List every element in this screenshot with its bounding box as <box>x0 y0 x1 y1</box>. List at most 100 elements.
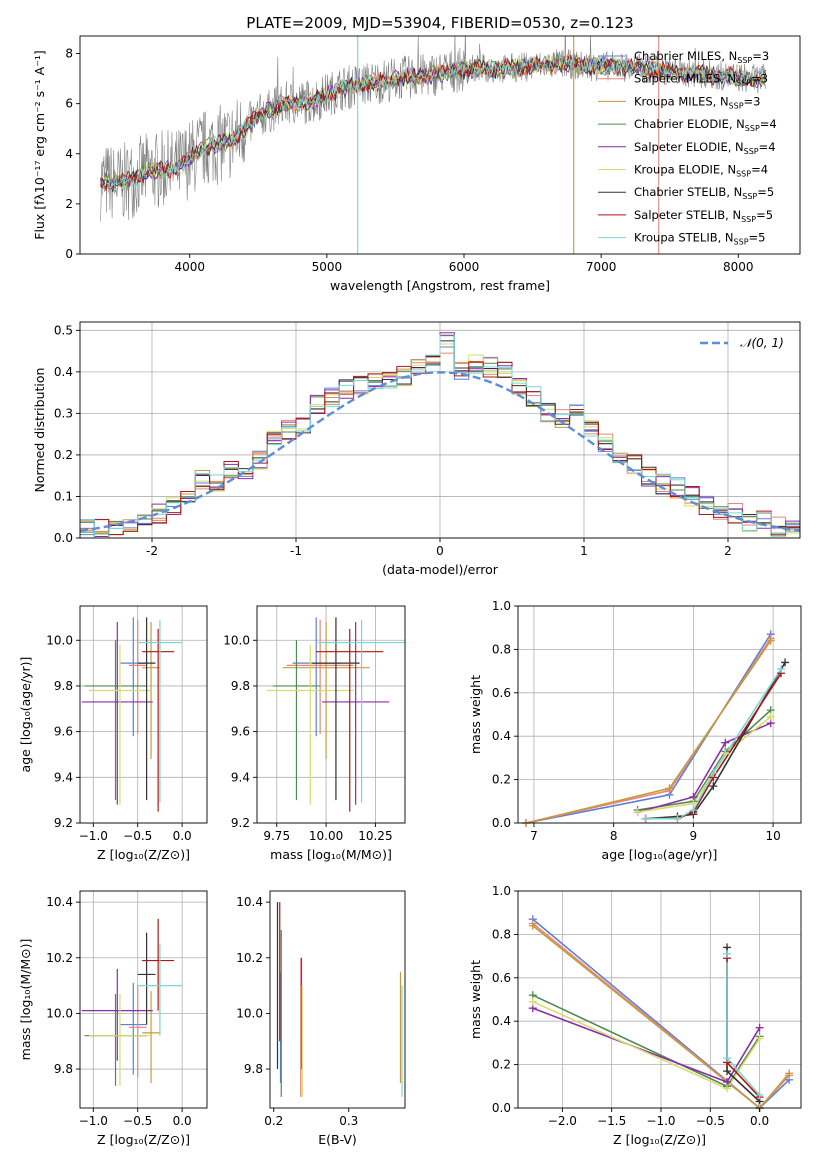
plot-area <box>276 902 403 1097</box>
legend-label-text: Kroupa MILES, N <box>634 94 729 108</box>
legend-label-text: Salpeter STELIB, N <box>634 208 741 222</box>
y-tick-label: 9.4 <box>231 770 250 784</box>
y-axis-label: mass weight <box>468 675 483 754</box>
axes-frame <box>256 605 406 824</box>
legend-label: Salpeter STELIB, NSSP=5 <box>634 208 773 224</box>
x-tick-label: −0.5 <box>123 1114 152 1128</box>
y-axis-label: mass [log₁₀(M/M⊙)] <box>18 939 33 1061</box>
y-tick-label: 10.2 <box>46 951 73 965</box>
y-tick-label: 0.8 <box>492 927 511 941</box>
y-tick-label: 10.4 <box>236 895 263 909</box>
y-tick-label: 9.8 <box>231 679 250 693</box>
x-tick-label: −1.5 <box>597 1114 626 1128</box>
data-point-marker <box>781 658 790 667</box>
gaussian-reference-curve <box>80 371 800 532</box>
age-vs-mass-panel: 9.75 10.00 10.25 9.2 9.4 9.6 9.8 10.0 mass [log₁… <box>223 605 406 862</box>
legend-label-tail: =5 <box>749 231 766 245</box>
y-tick-label: 0.4 <box>492 729 511 743</box>
mass-vs-metallicity-panel: −1.0 −0.5 0.0 9.8 10.0 10.2 10.4 Z [log₁₀(Z/Z⊙)… <box>18 890 208 1147</box>
y-axis-label: Flux [fλ10⁻¹⁷ erg cm⁻² s⁻¹ A⁻¹] <box>32 50 47 239</box>
x-axis-label: Z [log₁₀(Z/Z⊙)] <box>613 1132 706 1147</box>
data-point-marker <box>723 949 732 958</box>
y-tick-label: 1.0 <box>492 884 511 898</box>
series-line <box>532 922 790 1108</box>
x-tick-label: 0.0 <box>173 829 192 843</box>
legend-label-tail: =3 <box>744 94 761 108</box>
y-axis-label: Normed distribution <box>32 368 47 493</box>
x-tick-label: 8 <box>610 829 618 843</box>
axes-frame <box>79 605 208 824</box>
plot-area <box>81 617 183 812</box>
legend-label: Salpeter ELODIE, NSSP=4 <box>634 140 776 156</box>
axes-frame <box>79 890 208 1109</box>
data-point-marker <box>755 1023 764 1032</box>
data-point-marker <box>766 712 775 721</box>
y-tick-label: 9.8 <box>244 1062 263 1076</box>
y-axis-label: age [log₁₀(age/yr)] <box>18 657 33 773</box>
y-tick-label: 10.0 <box>46 633 73 647</box>
data-point-marker <box>709 782 718 791</box>
y-axis-label: mass weight <box>468 960 483 1039</box>
y-tick-label: 9.2 <box>54 816 73 830</box>
legend-label-sub: SSP <box>745 124 760 133</box>
legend-label: Kroupa STELIB, NSSP=5 <box>634 231 765 247</box>
figure-title: PLATE=2009, MJD=53904, FIBERID=0530, z=0… <box>246 14 633 32</box>
legend-label-sub: SSP <box>736 79 751 88</box>
x-tick-label: 10.25 <box>358 829 392 843</box>
series-line <box>525 638 772 823</box>
x-tick-label: −2.0 <box>548 1114 577 1128</box>
y-tick-label: 9.6 <box>54 725 73 739</box>
data-point-marker <box>721 738 730 747</box>
x-tick-label: 4000 <box>174 260 205 274</box>
y-tick-label: 0.4 <box>54 365 73 379</box>
y-tick-label: 0.4 <box>492 1014 511 1028</box>
gridlines <box>80 322 800 539</box>
data-point-marker <box>528 997 537 1006</box>
x-tick-label: −0.5 <box>123 829 152 843</box>
legend-label-sub: SSP <box>737 56 752 65</box>
y-tick-label: 10.0 <box>236 1006 263 1020</box>
plot-area <box>80 332 800 538</box>
x-tick-label: -1 <box>290 544 302 558</box>
axes-frame <box>79 35 801 255</box>
legend-label-text: Kroupa STELIB, N <box>634 231 734 245</box>
plot-area <box>525 633 786 823</box>
legend-label-tail: =4 <box>759 140 776 154</box>
legend-label: 𝒩(0, 1) <box>740 336 784 350</box>
y-tick-label: 0.5 <box>54 323 73 337</box>
mass-weight-vs-age-panel: 7 8 9 10 0.0 0.2 0.4 0.6 0.8 1.0 age [log₁₀(age/yr… <box>468 599 802 862</box>
axes-frame <box>269 890 406 1109</box>
legend: 𝒩(0, 1) <box>700 336 784 350</box>
x-tick-label: 0.0 <box>173 1114 192 1128</box>
legend-label: Salpeter MILES, NSSP=3 <box>634 72 768 88</box>
data-point-marker <box>785 1069 794 1078</box>
y-tick-label: 10.4 <box>46 895 73 909</box>
legend-label: Chabrier STELIB, NSSP=5 <box>634 185 774 201</box>
data-point-marker <box>665 784 674 793</box>
data-point-marker <box>723 1084 732 1093</box>
x-tick-label: −0.5 <box>696 1114 725 1128</box>
y-tick-label: 0.2 <box>54 448 73 462</box>
series-line <box>532 925 790 1108</box>
legend-label-tail: =5 <box>756 208 773 222</box>
legend-label-sub: SSP <box>729 101 744 110</box>
data-point-marker <box>777 664 786 673</box>
data-point-marker <box>721 749 730 758</box>
y-tick-label: 0.6 <box>492 971 511 985</box>
data-point-marker <box>723 1067 732 1076</box>
x-axis-label: age [log₁₀(age/yr)] <box>602 847 718 862</box>
legend-label-sub: SSP <box>744 147 759 156</box>
x-tick-label: −1.0 <box>79 1114 108 1128</box>
y-tick-label: 2 <box>65 197 73 211</box>
legend-label-tail: =5 <box>757 185 774 199</box>
legend-label-text: Chabrier STELIB, N <box>634 185 742 199</box>
y-tick-label: 9.8 <box>54 679 73 693</box>
axes-frame <box>517 605 802 824</box>
y-tick-label: 0.2 <box>492 773 511 787</box>
x-tick-label: 2 <box>724 544 732 558</box>
legend-label: Chabrier ELODIE, NSSP=4 <box>634 117 777 133</box>
x-axis-label: Z [log₁₀(Z/Z⊙)] <box>97 1132 190 1147</box>
y-tick-label: 9.2 <box>231 816 250 830</box>
gridlines <box>518 890 801 1109</box>
